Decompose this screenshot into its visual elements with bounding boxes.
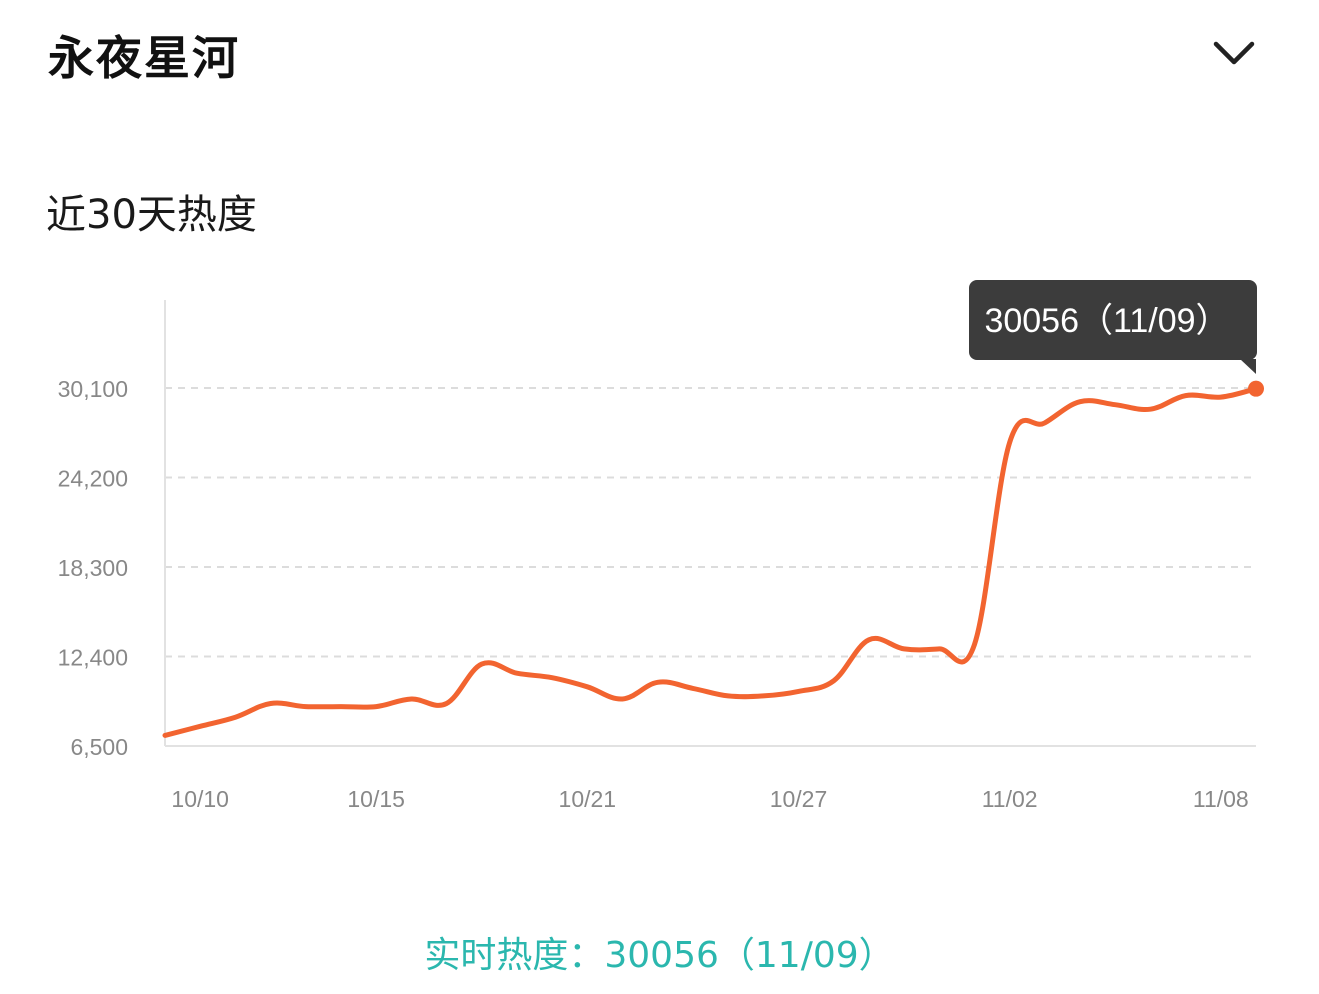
realtime-value: 30056（11/09） bbox=[604, 935, 895, 976]
tooltip-tail bbox=[1240, 359, 1256, 374]
x-tick-label: 10/27 bbox=[770, 786, 828, 812]
x-tick-label: 10/21 bbox=[559, 786, 617, 812]
series-group bbox=[162, 380, 1264, 738]
tooltip: 30056（11/09） bbox=[969, 280, 1257, 374]
x-tick-label: 11/08 bbox=[1193, 786, 1249, 812]
x-axis-ticks: 10/10 10/15 10/21 10/27 11/02 11/08 bbox=[171, 786, 1248, 812]
y-tick-label: 18,300 bbox=[58, 555, 128, 581]
section-title: 近30天热度 bbox=[46, 192, 257, 238]
realtime-heat: 实时热度：30056（11/09） bbox=[0, 926, 1319, 978]
chevron-down-icon[interactable] bbox=[1206, 34, 1262, 74]
tooltip-box bbox=[969, 280, 1257, 360]
x-tick-label: 11/02 bbox=[982, 786, 1038, 812]
y-tick-label: 24,200 bbox=[58, 466, 128, 492]
tooltip-text: 30056（11/09） bbox=[984, 302, 1229, 340]
x-tick-label: 10/10 bbox=[171, 786, 229, 812]
grid-lines bbox=[165, 387, 1256, 658]
header: 永夜星河 bbox=[0, 0, 1319, 110]
highlight-point[interactable] bbox=[1248, 380, 1264, 397]
heat-line-chart: 6,500 12,400 18,300 24,200 30,100 10/10 10/15… bbox=[58, 280, 1264, 812]
x-tick-label: 10/15 bbox=[347, 786, 405, 812]
page-title: 永夜星河 bbox=[48, 31, 240, 85]
series-line bbox=[162, 386, 1259, 738]
y-tick-label: 30,100 bbox=[58, 376, 128, 402]
realtime-label: 实时热度： bbox=[424, 935, 605, 976]
y-axis-ticks: 6,500 12,400 18,300 24,200 30,100 bbox=[58, 376, 128, 760]
y-tick-label: 12,400 bbox=[58, 645, 128, 671]
y-tick-label: 6,500 bbox=[70, 734, 128, 760]
axes bbox=[164, 300, 1256, 747]
